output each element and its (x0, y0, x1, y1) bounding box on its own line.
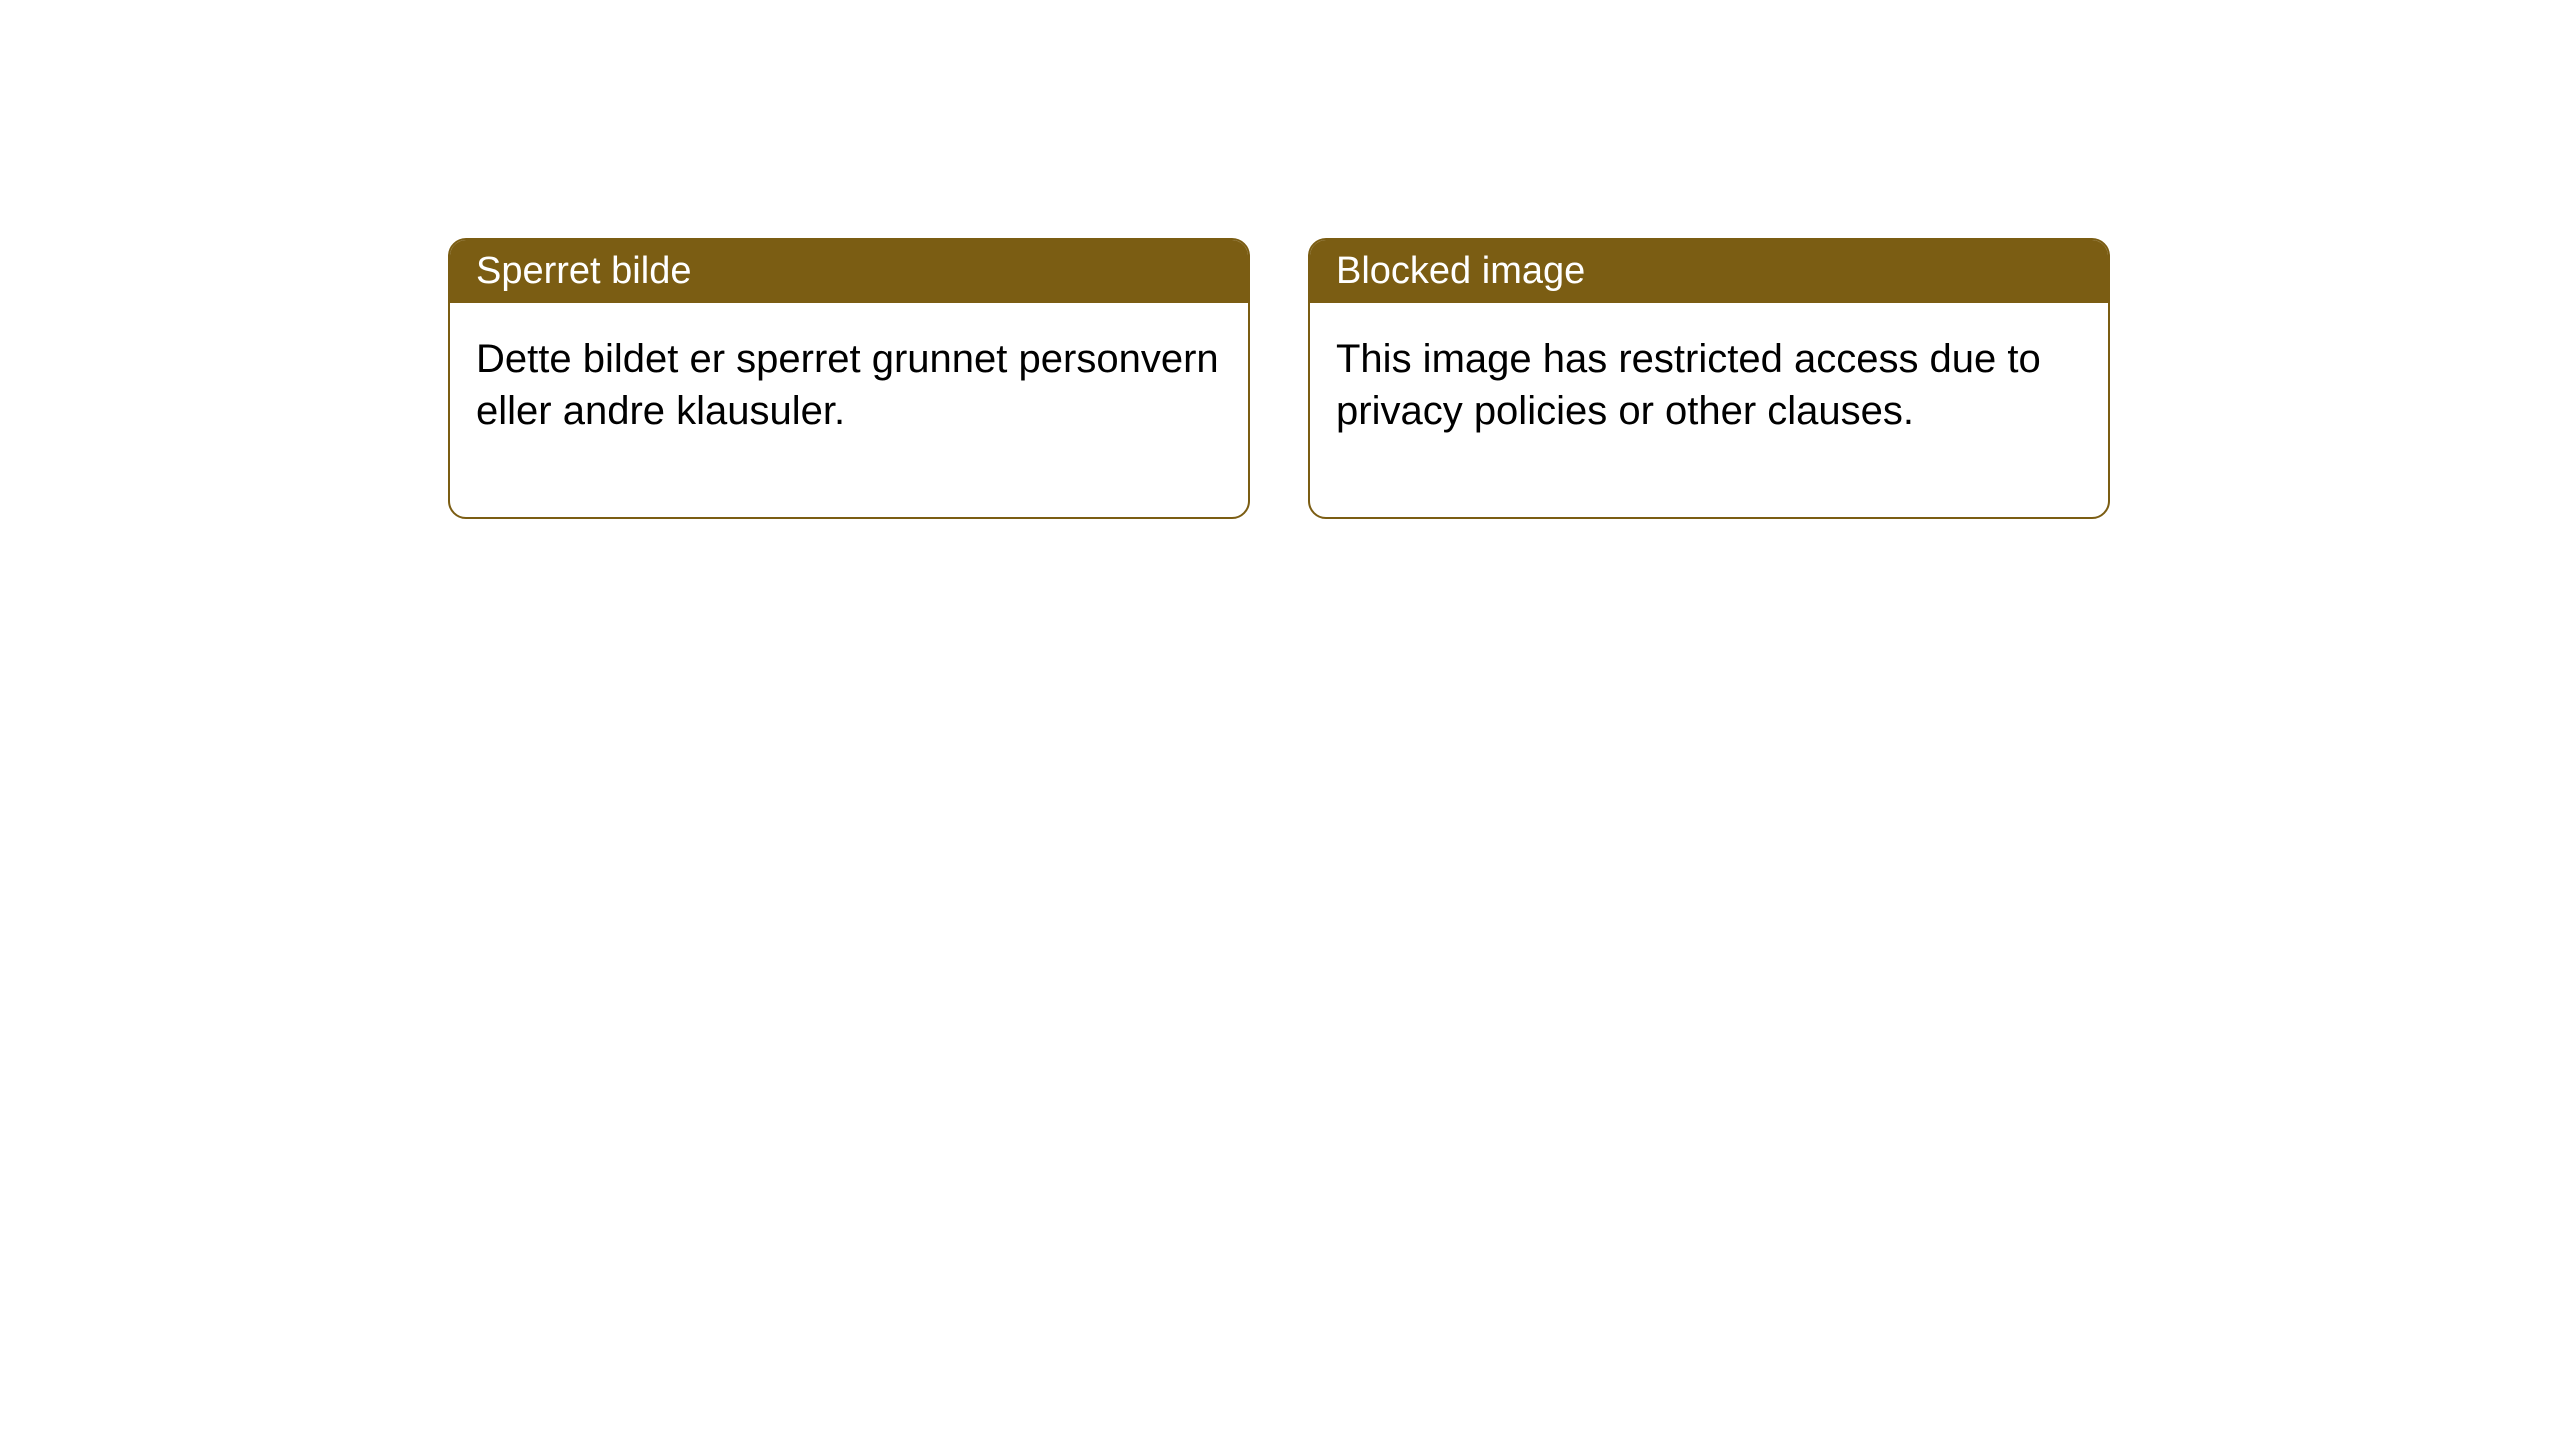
notice-title-english: Blocked image (1310, 240, 2108, 303)
notice-card-norwegian: Sperret bilde Dette bildet er sperret gr… (448, 238, 1250, 519)
notice-card-english: Blocked image This image has restricted … (1308, 238, 2110, 519)
notice-body-english: This image has restricted access due to … (1310, 303, 2108, 517)
notice-body-norwegian: Dette bildet er sperret grunnet personve… (450, 303, 1248, 517)
notice-title-norwegian: Sperret bilde (450, 240, 1248, 303)
notice-container: Sperret bilde Dette bildet er sperret gr… (448, 238, 2110, 519)
